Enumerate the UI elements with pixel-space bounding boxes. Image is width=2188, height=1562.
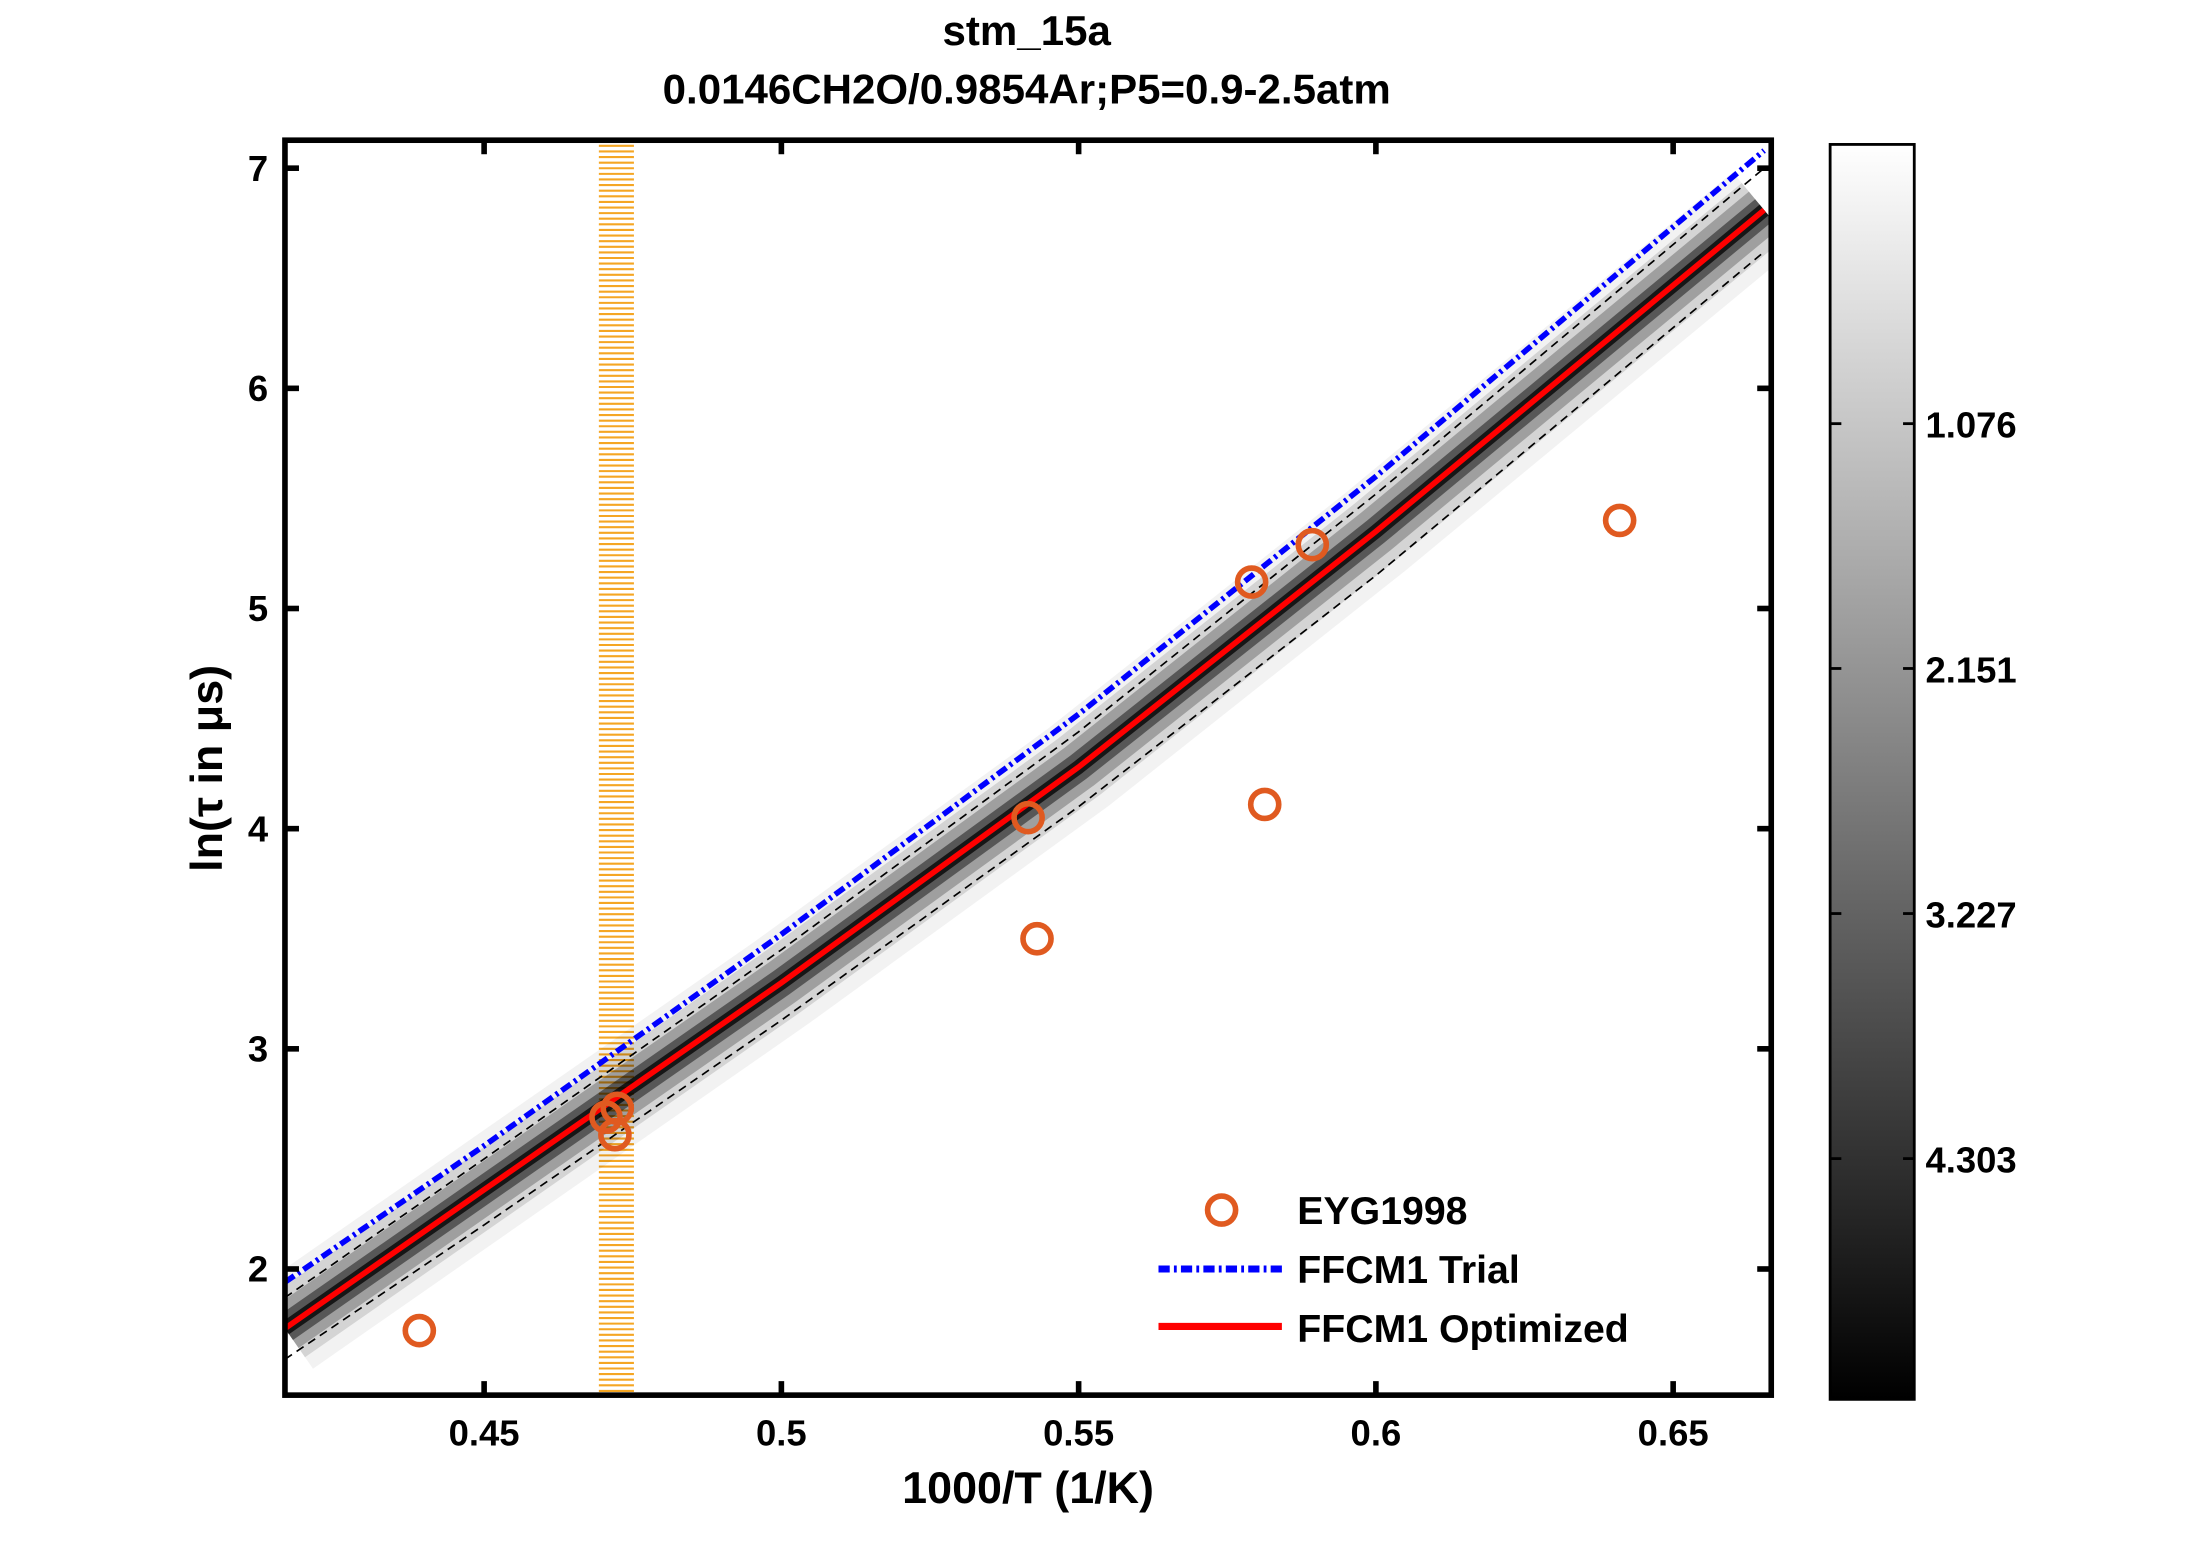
legend-label: FFCM1 Optimized: [1297, 1307, 1628, 1351]
legend-marker-eyg1998: [1204, 1193, 1239, 1227]
data-point-eyg1998: [402, 1313, 437, 1348]
colorbar-ticks: 1.076 2.151 3.227 4.303: [1830, 405, 2017, 1181]
colorbar-tick-label: 1.076: [1925, 405, 2016, 446]
colorbar-tick-label: 4.303: [1925, 1140, 2016, 1181]
y-tick-label: 4: [248, 808, 269, 849]
lower-bound-line: [284, 251, 1765, 1360]
y-axis-label: ln(τ in μs): [181, 665, 232, 872]
y-tick-label: 3: [248, 1028, 268, 1069]
data-point-eyg1998: [1295, 527, 1330, 562]
plot-area: [284, 140, 1772, 1392]
x-axis-label: 1000/T (1/K): [902, 1462, 1154, 1513]
data-point-eyg1998: [1234, 565, 1269, 599]
upper-bound-line: [284, 167, 1765, 1299]
data-point-eyg1998: [1020, 921, 1054, 956]
y-tick-label: 6: [248, 368, 268, 409]
colorbar-tick-label: 2.151: [1925, 650, 2016, 691]
y-tick-label: 2: [248, 1249, 268, 1290]
x-tick-label: 0.5: [756, 1413, 807, 1454]
colorbar-tick-label: 3.227: [1925, 895, 2016, 936]
axes-frame: [282, 137, 1775, 1398]
x-tick-label: 0.45: [449, 1413, 520, 1454]
x-tick-label: 0.6: [1351, 1413, 1402, 1454]
highlight-band: [598, 140, 634, 1392]
x-tick-label: 0.55: [1043, 1413, 1114, 1454]
x-tick-label: 0.65: [1638, 1413, 1709, 1454]
chart-subtitle: 0.0146CH2O/0.9854Ar;P5=0.9-2.5atm: [663, 66, 1391, 113]
colorbar: [1828, 143, 1916, 1401]
axis-ticks: 0.45 0.5 0.55 0.6 0.65 2 3 4 5 6 7: [248, 140, 1772, 1454]
data-point-eyg1998: [1011, 800, 1045, 835]
data-point-eyg1998: [1602, 503, 1637, 538]
data-point-eyg1998: [1247, 787, 1282, 822]
legend-label: EYG1998: [1297, 1189, 1467, 1233]
legend-label: FFCM1 Trial: [1297, 1248, 1519, 1292]
y-tick-label: 5: [248, 588, 268, 629]
y-tick-label: 7: [248, 148, 268, 189]
legend: EYG1998 FFCM1 Trial FFCM1 Optimized: [1158, 1189, 1629, 1351]
series-line-ffcm1-trial: [284, 148, 1766, 1285]
series-line-ffcm1-optimized: [284, 207, 1766, 1331]
data-point-eyg1998: [598, 1117, 632, 1152]
chart-title: stm_15a: [943, 7, 1112, 54]
